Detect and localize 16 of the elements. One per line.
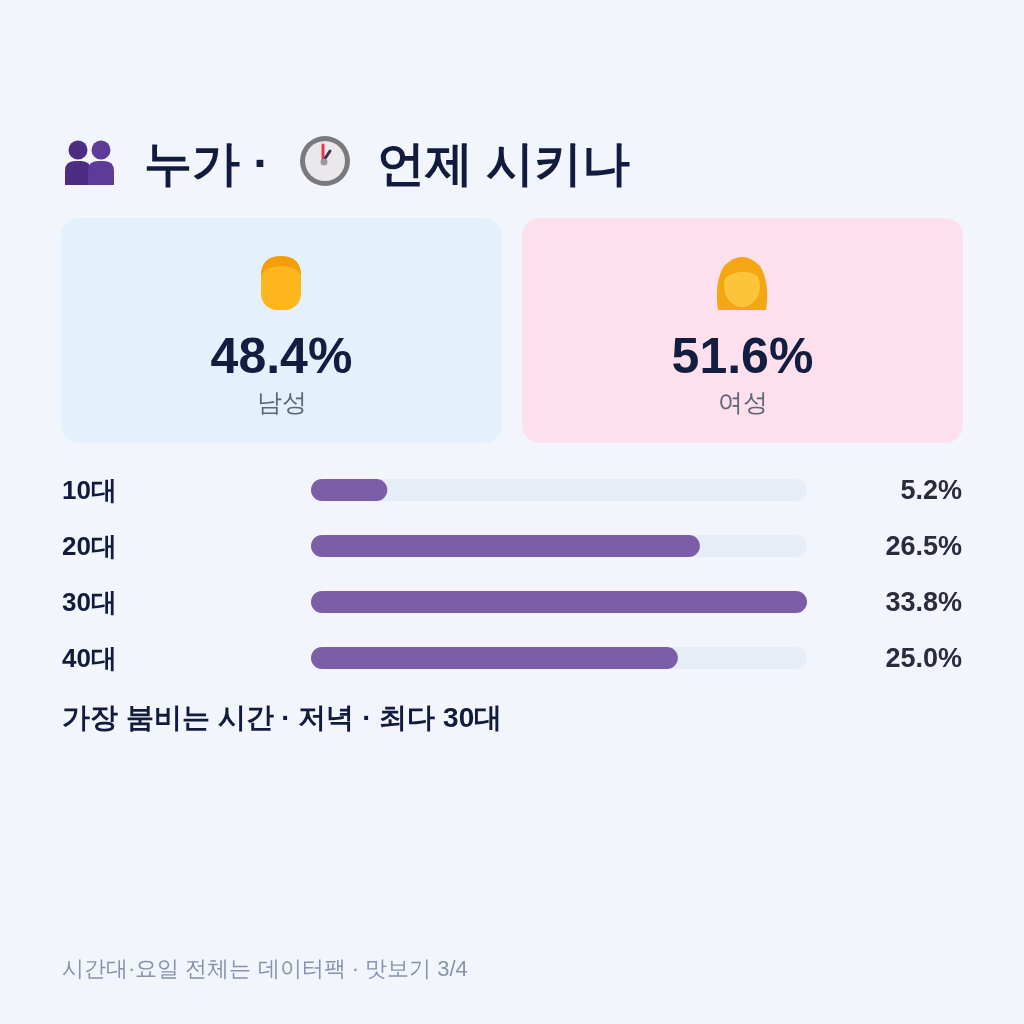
y-tick-label: 40대 [62,643,117,673]
category-label: 여성 [716,387,769,418]
y-tick-label: 30대 [62,587,117,617]
category-label: 남성 [255,387,308,418]
chart-title: 누가 · 언제 시키나 [144,137,630,190]
text: 시간대·요일 전체는 데이터팩 · 맛보기 3/4 [62,955,468,981]
text: 51.6% [671,328,814,384]
data-label: 5.2% [900,475,962,505]
data-label: 26.5% [885,531,962,561]
data-label: 33.8% [885,587,962,617]
text: 가장 붐비는 시간 · 저녁 · 최다 30대 [62,701,503,733]
y-tick-label: 20대 [62,531,117,561]
text: 48.4% [210,328,353,384]
data-label: 25.0% [885,643,962,673]
bar [311,479,388,501]
y-tick-label: 10대 [62,475,117,505]
